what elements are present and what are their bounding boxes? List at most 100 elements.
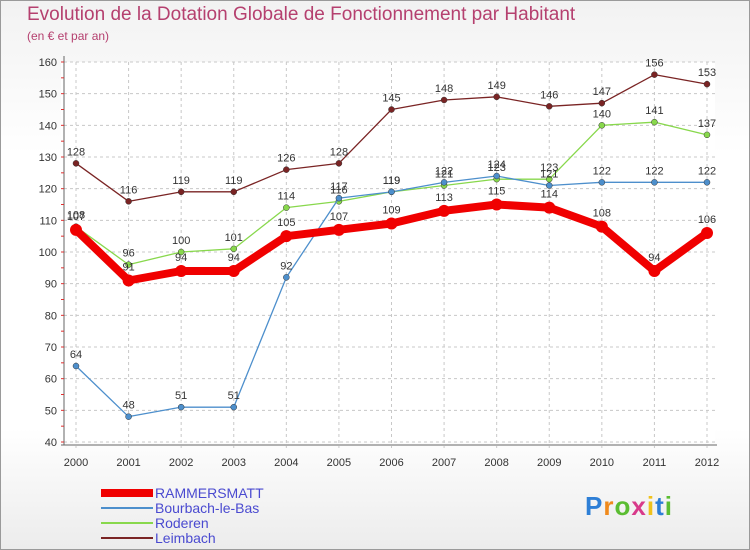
data-point-rammersmatt	[701, 227, 713, 239]
data-point-rammersmatt	[595, 220, 608, 233]
logo-letter: x	[631, 491, 647, 521]
data-point-rammersmatt	[122, 274, 135, 287]
data-label-roderen: 123	[487, 162, 505, 174]
data-label-rammersmatt: 108	[593, 208, 611, 220]
data-label-roderen: 141	[645, 105, 663, 117]
data-point-rammersmatt	[648, 265, 661, 277]
data-label-leimbach: 128	[330, 146, 348, 158]
data-label-leimbach: 147	[593, 86, 611, 98]
data-point-bourbach-le-bas	[493, 172, 500, 180]
data-point-roderen	[598, 122, 606, 129]
data-point-bourbach-le-bas	[703, 179, 711, 186]
data-label-bourbach-le-bas: 124	[487, 159, 505, 171]
data-label-bourbach-le-bas: 122	[698, 165, 716, 177]
x-tick-label: 2004	[274, 457, 298, 469]
y-tick-label: 70	[45, 342, 57, 354]
data-label-roderen: 119	[383, 175, 401, 187]
data-label-leimbach: 119	[225, 175, 243, 187]
data-label-leimbach: 156	[645, 58, 663, 70]
y-tick-label: 130	[39, 152, 57, 164]
data-point-leimbach	[703, 80, 711, 88]
legend-label: Roderen	[155, 515, 209, 531]
data-point-roderen	[651, 118, 658, 126]
x-tick-label: 2003	[222, 457, 246, 469]
data-point-leimbach	[493, 93, 500, 101]
x-tick-label: 2008	[484, 457, 508, 469]
data-label-roderen: 108	[67, 210, 85, 222]
data-point-bourbach-le-bas	[651, 179, 658, 186]
data-point-rammersmatt	[385, 217, 398, 230]
data-label-roderen: 96	[122, 248, 134, 260]
data-label-leimbach: 128	[67, 146, 85, 158]
chart-title: Evolution de la Dotation Globale de Fonc…	[27, 4, 576, 25]
y-tick-label: 160	[39, 57, 57, 69]
legend-label: Bourbach-le-Bas	[155, 500, 259, 516]
data-point-leimbach	[598, 99, 606, 107]
data-point-bourbach-le-bas	[283, 274, 290, 281]
y-tick-label: 90	[45, 279, 57, 291]
y-tick-label: 50	[45, 405, 57, 417]
data-label-bourbach-le-bas: 51	[175, 390, 187, 402]
data-label-rammersmatt: 115	[488, 186, 506, 198]
data-point-bourbach-le-bas	[598, 179, 606, 186]
data-label-bourbach-le-bas: 121	[540, 169, 558, 181]
data-label-leimbach: 153	[698, 67, 716, 79]
y-tick-label: 110	[39, 215, 57, 227]
data-point-rammersmatt	[227, 265, 240, 277]
data-point-leimbach	[651, 71, 658, 78]
data-point-bourbach-le-bas	[546, 182, 553, 189]
y-tick-label: 100	[39, 247, 57, 259]
data-point-roderen	[546, 175, 553, 183]
data-label-leimbach: 149	[487, 80, 505, 92]
data-point-rammersmatt	[332, 223, 345, 236]
data-point-bourbach-le-bas	[72, 362, 80, 370]
logo-letter: o	[614, 491, 632, 521]
data-label-rammersmatt: 107	[67, 211, 85, 223]
data-label-rammersmatt: 94	[175, 252, 187, 264]
data-point-roderen	[230, 245, 237, 253]
data-point-roderen	[177, 248, 185, 256]
logo-letter: t	[655, 491, 665, 521]
data-label-roderen: 114	[278, 191, 296, 203]
legend-label: RAMMERSMATT	[155, 485, 264, 501]
data-label-rammersmatt: 94	[648, 252, 660, 264]
x-tick-label: 2006	[379, 457, 403, 469]
data-point-bourbach-le-bas	[230, 403, 237, 411]
logo-letter: i	[646, 491, 656, 521]
proxiti-logo: Proxiti	[585, 491, 673, 522]
data-label-rammersmatt: 109	[382, 205, 400, 217]
data-label-bourbach-le-bas: 92	[280, 260, 292, 272]
data-point-leimbach	[283, 166, 290, 173]
x-tick-label: 2005	[327, 457, 351, 469]
data-label-rammersmatt: 113	[435, 192, 453, 204]
data-point-leimbach	[546, 103, 553, 110]
y-tick-label: 150	[39, 89, 57, 101]
y-tick-label: 140	[39, 120, 57, 132]
data-point-leimbach	[388, 106, 395, 113]
data-label-roderen: 101	[225, 232, 243, 244]
data-label-leimbach: 148	[435, 83, 453, 95]
y-tick-label: 60	[45, 374, 57, 386]
data-label-leimbach: 145	[382, 93, 400, 105]
x-tick-label: 2009	[537, 457, 561, 469]
x-tick-label: 2001	[116, 457, 140, 469]
legend-label: Leimbach	[155, 530, 216, 546]
x-tick-label: 2012	[695, 457, 719, 469]
data-label-roderen: 100	[172, 235, 190, 247]
data-label-bourbach-le-bas: 64	[70, 349, 82, 361]
data-label-leimbach: 146	[540, 89, 558, 101]
x-tick-label: 2000	[64, 457, 88, 469]
y-tick-label: 40	[45, 437, 57, 449]
data-label-bourbach-le-bas: 51	[228, 390, 240, 402]
data-label-bourbach-le-bas: 122	[645, 165, 663, 177]
data-point-rammersmatt	[490, 198, 503, 211]
data-label-bourbach-le-bas: 119	[383, 175, 401, 187]
data-label-roderen: 123	[540, 162, 558, 174]
data-label-rammersmatt: 105	[277, 217, 295, 229]
data-point-rammersmatt	[175, 265, 188, 277]
data-label-rammersmatt: 94	[228, 252, 240, 264]
data-label-roderen: 137	[698, 118, 716, 130]
data-point-rammersmatt	[438, 204, 451, 217]
